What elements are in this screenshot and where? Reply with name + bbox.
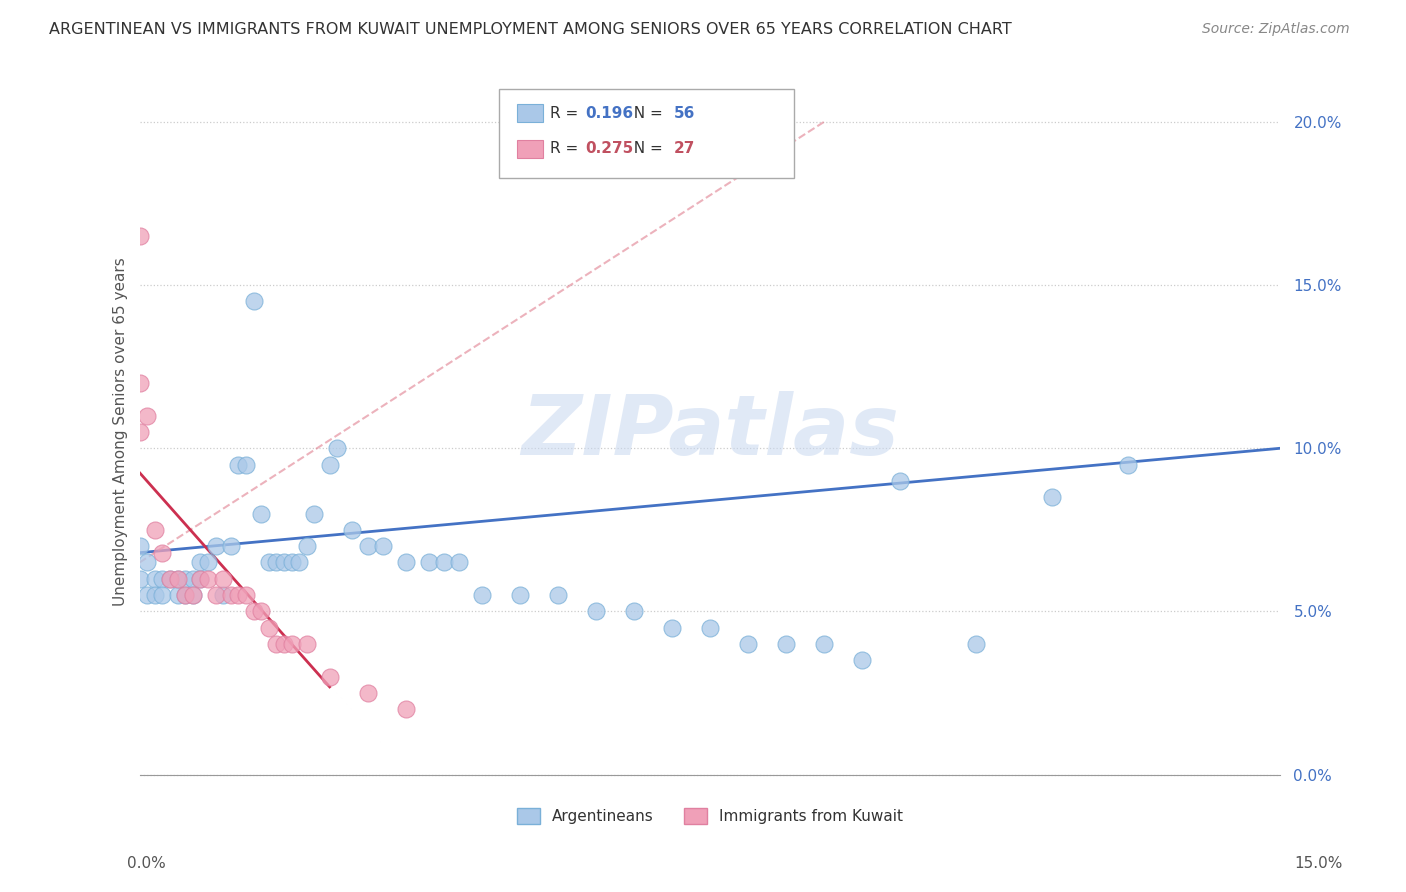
Point (357, 686, 380, 700)
Point (1040, 490, 1063, 504)
Point (143, 572, 166, 586)
Point (699, 621, 721, 635)
Point (266, 556, 288, 570)
Point (965, 637, 987, 651)
Text: 0.196: 0.196 (585, 106, 633, 120)
Point (128, 229, 150, 244)
Point (150, 546, 173, 560)
Point (136, 556, 159, 570)
Point (326, 442, 349, 456)
Point (197, 572, 219, 586)
Point (851, 653, 873, 667)
Point (219, 539, 242, 553)
Point (288, 556, 311, 570)
Point (342, 523, 364, 537)
Point (143, 523, 166, 537)
Point (257, 621, 280, 635)
Point (159, 572, 181, 586)
Point (128, 425, 150, 439)
Point (166, 572, 188, 586)
Text: ARGENTINEAN VS IMMIGRANTS FROM KUWAIT UNEMPLOYMENT AMONG SENIORS OVER 65 YEARS C: ARGENTINEAN VS IMMIGRANTS FROM KUWAIT UN… (49, 22, 1012, 37)
Point (150, 588, 173, 602)
Point (585, 604, 607, 618)
Text: 0.275: 0.275 (585, 142, 633, 156)
Point (174, 572, 197, 586)
Point (204, 539, 226, 553)
Point (235, 588, 257, 602)
Point (547, 588, 569, 602)
Point (174, 588, 197, 602)
Point (228, 458, 250, 472)
Point (212, 588, 235, 602)
Point (250, 604, 273, 618)
Point (737, 637, 759, 651)
Point (128, 572, 150, 586)
Point (219, 588, 242, 602)
Point (181, 572, 204, 586)
Point (357, 539, 380, 553)
Text: N =: N = (624, 142, 668, 156)
Point (273, 637, 295, 651)
Point (181, 588, 204, 602)
Text: 15.0%: 15.0% (1295, 856, 1343, 871)
Point (190, 572, 212, 586)
Text: 0.0%: 0.0% (127, 856, 166, 871)
Text: 27: 27 (673, 142, 695, 156)
Point (228, 588, 250, 602)
Point (318, 670, 340, 684)
Legend: Argentineans, Immigrants from Kuwait: Argentineans, Immigrants from Kuwait (510, 802, 910, 830)
Point (166, 588, 188, 602)
Point (813, 637, 835, 651)
Text: N =: N = (624, 106, 668, 120)
Point (136, 409, 159, 423)
Text: Source: ZipAtlas.com: Source: ZipAtlas.com (1202, 22, 1350, 37)
Point (174, 588, 197, 602)
Text: 56: 56 (673, 106, 695, 120)
Point (159, 572, 181, 586)
Point (295, 637, 318, 651)
Point (128, 376, 150, 390)
Point (190, 572, 212, 586)
Point (242, 604, 264, 618)
Point (447, 556, 470, 570)
Point (371, 539, 394, 553)
Point (433, 556, 456, 570)
Y-axis label: Unemployment Among Seniors over 65 years: Unemployment Among Seniors over 65 years (114, 258, 128, 607)
Point (1116, 458, 1139, 472)
Point (204, 588, 226, 602)
Point (304, 507, 326, 521)
Point (280, 556, 302, 570)
Point (150, 572, 173, 586)
Point (250, 507, 273, 521)
Point (166, 572, 188, 586)
Point (280, 637, 302, 651)
Text: R =: R = (550, 142, 583, 156)
Point (471, 588, 494, 602)
Point (143, 588, 166, 602)
Point (190, 556, 212, 570)
Point (295, 539, 318, 553)
Point (775, 637, 797, 651)
Point (395, 556, 418, 570)
Text: R =: R = (550, 106, 583, 120)
Point (273, 556, 295, 570)
Point (257, 556, 280, 570)
Point (136, 588, 159, 602)
Text: ZIPatlas: ZIPatlas (522, 392, 898, 473)
Point (266, 637, 288, 651)
Point (242, 294, 264, 309)
Point (395, 702, 418, 716)
Point (197, 556, 219, 570)
Point (128, 539, 150, 553)
Point (235, 458, 257, 472)
Point (623, 604, 645, 618)
Point (889, 474, 911, 488)
Point (318, 458, 340, 472)
Point (661, 621, 683, 635)
Point (418, 556, 440, 570)
Point (509, 588, 531, 602)
Point (212, 572, 235, 586)
Point (181, 588, 204, 602)
